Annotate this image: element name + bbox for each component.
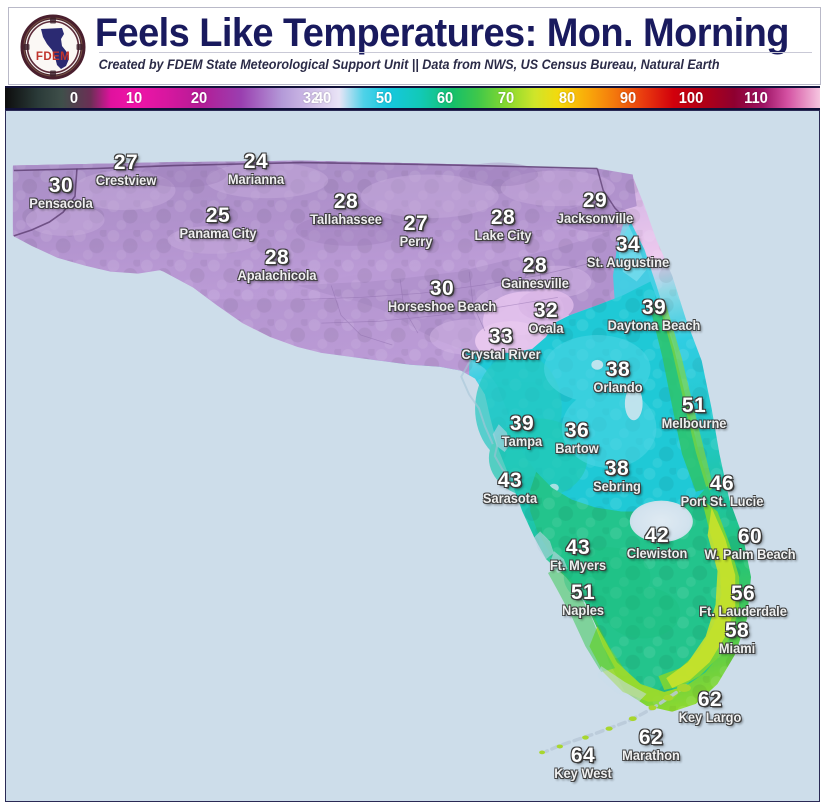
colorbar-tick-90: 90: [619, 90, 636, 107]
florida-feels-like-temperature-map: 30 Pensacola 27 Crestview 24 Marianna 25 Panama…: [5, 110, 820, 802]
colorbar-tick-60: 60: [436, 90, 454, 107]
colorbar-tick-0: 0: [70, 90, 79, 107]
header-inner-frame: FDEM Feels Like Temperatures: Mon. Morni…: [8, 7, 821, 85]
colorbar-tick-70: 70: [498, 90, 515, 107]
color-gradient-strip: 0 10 20 32 40 50 60 70 80 90 100 110: [5, 86, 820, 110]
colorbar-tick-50: 50: [375, 90, 393, 107]
colorbar-tick-10: 10: [125, 90, 142, 107]
temperature-color-scale: 0 10 20 32 40 50 60 70 80 90 100 110: [0, 86, 825, 110]
svg-text:FDEM: FDEM: [36, 51, 70, 63]
title-divider: [99, 52, 812, 53]
map-raster-layer: [6, 111, 819, 801]
page-title: Feels Like Temperatures: Mon. Morning: [94, 11, 790, 55]
colorbar-tick-20: 20: [190, 90, 208, 107]
colorbar-tick-100: 100: [678, 90, 704, 107]
title-block: Feels Like Temperatures: Mon. Morning Cr…: [93, 10, 814, 84]
colorbar-tick-40: 40: [314, 90, 332, 107]
page-subtitle: Created by FDEM State Meteorological Sup…: [98, 57, 720, 72]
map-container: 30 Pensacola 27 Crestview 24 Marianna 25 Panama…: [0, 110, 825, 806]
colorbar-tick-110: 110: [743, 90, 768, 107]
header-banner: FDEM Feels Like Temperatures: Mon. Morni…: [0, 0, 825, 86]
colorbar-tick-80: 80: [559, 90, 576, 107]
fdem-seal-logo: FDEM: [19, 13, 87, 81]
colorbar-tick-32: 32: [302, 90, 319, 107]
